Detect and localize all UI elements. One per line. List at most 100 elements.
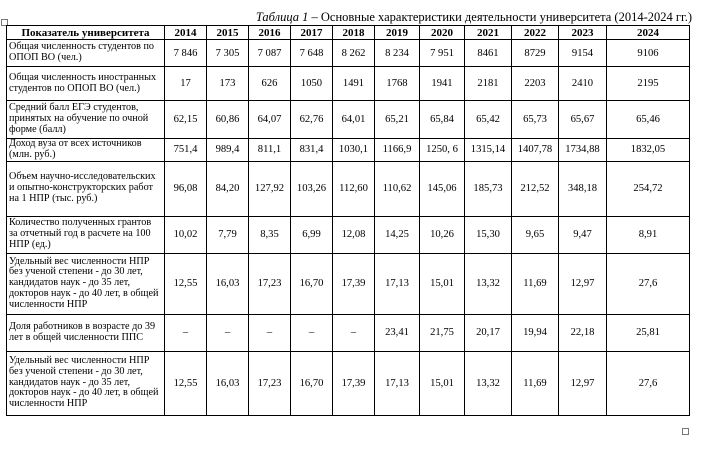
table-row: Доля работников в возрасте до 39 лет в о… [6, 313, 690, 352]
caption-number: Таблица 1 [255, 10, 309, 24]
caption-title: Основные характеристики деятельности уни… [320, 10, 692, 24]
value-cell-2017: 6,99 [290, 215, 333, 254]
value-cell-2019: 110,62 [374, 160, 420, 217]
year-header-2014: 2014 [164, 25, 207, 40]
value-cell-2014: 62,15 [164, 100, 207, 139]
table-caption: Таблица 1 – Основные характеристики деят… [232, 10, 692, 25]
indicator-label: Удельный вес численности НПР без ученой … [6, 350, 165, 416]
value-cell-2017: – [290, 313, 333, 352]
value-cell-2015: 16,03 [206, 252, 249, 315]
value-cell-2023: 1734,88 [558, 138, 607, 162]
table-row: Объем научно-исследовательских и опытно-… [6, 160, 690, 217]
value-cell-2022: 8729 [511, 39, 559, 67]
value-cell-2020: 21,75 [419, 313, 465, 352]
year-header-2023: 2023 [558, 25, 607, 40]
value-cell-2017: 62,76 [290, 100, 333, 139]
value-cell-2024: 25,81 [606, 313, 690, 352]
value-cell-2018: 64,01 [332, 100, 375, 139]
value-cell-2020: 1941 [419, 66, 465, 101]
value-cell-2017: 1050 [290, 66, 333, 101]
value-cell-2020: 65,84 [419, 100, 465, 139]
year-header-2016: 2016 [248, 25, 291, 40]
value-cell-2016: 17,23 [248, 350, 291, 416]
value-cell-2024: 9106 [606, 39, 690, 67]
value-cell-2020: 10,26 [419, 215, 465, 254]
value-cell-2022: 1407,78 [511, 138, 559, 162]
indicator-label: Общая численность иностранных студентов … [6, 66, 165, 101]
indicator-label: Объем научно-исследовательских и опытно-… [6, 160, 165, 217]
value-cell-2018: 1491 [332, 66, 375, 101]
value-cell-2024: 65,46 [606, 100, 690, 139]
value-cell-2021: 65,42 [464, 100, 512, 139]
header-row: Показатель университета 2014 2015 2016 2… [6, 25, 690, 40]
value-cell-2024: 1832,05 [606, 138, 690, 162]
value-cell-2015: 16,03 [206, 350, 249, 416]
value-cell-2023: 348,18 [558, 160, 607, 217]
indicator-label: Общая численность студентов по ОПОП ВО (… [6, 39, 165, 67]
value-cell-2021: 1315,14 [464, 138, 512, 162]
value-cell-2018: 17,39 [332, 252, 375, 315]
value-cell-2020: 145,06 [419, 160, 465, 217]
value-cell-2021: 15,30 [464, 215, 512, 254]
year-header-2020: 2020 [419, 25, 465, 40]
value-cell-2016: 127,92 [248, 160, 291, 217]
value-cell-2024: 254,72 [606, 160, 690, 217]
indicator-label: Удельный вес численности НПР без ученой … [6, 252, 165, 315]
value-cell-2015: 7 305 [206, 39, 249, 67]
table-move-handle[interactable] [1, 19, 8, 26]
value-cell-2022: 9,65 [511, 215, 559, 254]
table-row: Общая численность иностранных студентов … [6, 66, 690, 101]
value-cell-2016: 626 [248, 66, 291, 101]
value-cell-2021: 185,73 [464, 160, 512, 217]
value-cell-2021: 8461 [464, 39, 512, 67]
value-cell-2014: 17 [164, 66, 207, 101]
table-row: Количество полученных грантов за отчетны… [6, 215, 690, 254]
indicator-label: Количество полученных грантов за отчетны… [6, 215, 165, 254]
value-cell-2022: 11,69 [511, 252, 559, 315]
value-cell-2024: 27,6 [606, 252, 690, 315]
indicator-column-header: Показатель университета [6, 25, 165, 40]
value-cell-2019: 1166,9 [374, 138, 420, 162]
value-cell-2017: 16,70 [290, 252, 333, 315]
value-cell-2015: 173 [206, 66, 249, 101]
value-cell-2014: – [164, 313, 207, 352]
indicator-label: Доля работников в возрасте до 39 лет в о… [6, 313, 165, 352]
value-cell-2014: 7 846 [164, 39, 207, 67]
caption-dash: – [308, 10, 321, 24]
year-header-2019: 2019 [374, 25, 420, 40]
value-cell-2021: 20,17 [464, 313, 512, 352]
value-cell-2024: 27,6 [606, 350, 690, 416]
value-cell-2016: 7 087 [248, 39, 291, 67]
year-header-2022: 2022 [511, 25, 559, 40]
value-cell-2017: 831,4 [290, 138, 333, 162]
indicator-label: Средний балл ЕГЭ студентов, принятых на … [6, 100, 165, 139]
table-row: Удельный вес численности НПР без ученой … [6, 252, 690, 315]
year-header-2017: 2017 [290, 25, 333, 40]
value-cell-2016: 64,07 [248, 100, 291, 139]
value-cell-2014: 96,08 [164, 160, 207, 217]
value-cell-2017: 103,26 [290, 160, 333, 217]
value-cell-2021: 13,32 [464, 350, 512, 416]
indicator-label: Доход вуза от всех источников (млн. руб.… [6, 138, 165, 162]
value-cell-2019: 65,21 [374, 100, 420, 139]
table-row: Доход вуза от всех источников (млн. руб.… [6, 138, 690, 162]
value-cell-2023: 9154 [558, 39, 607, 67]
value-cell-2017: 7 648 [290, 39, 333, 67]
value-cell-2021: 13,32 [464, 252, 512, 315]
value-cell-2015: 7,79 [206, 215, 249, 254]
value-cell-2017: 16,70 [290, 350, 333, 416]
value-cell-2022: 11,69 [511, 350, 559, 416]
value-cell-2019: 1768 [374, 66, 420, 101]
year-header-2024: 2024 [606, 25, 690, 40]
value-cell-2019: 14,25 [374, 215, 420, 254]
table-row: Средний балл ЕГЭ студентов, принятых на … [6, 100, 690, 139]
value-cell-2016: 811,1 [248, 138, 291, 162]
value-cell-2023: 12,97 [558, 252, 607, 315]
table-resize-handle[interactable] [682, 428, 689, 435]
value-cell-2022: 212,52 [511, 160, 559, 217]
value-cell-2023: 22,18 [558, 313, 607, 352]
table-body: Общая численность студентов по ОПОП ВО (… [6, 39, 690, 416]
year-header-2021: 2021 [464, 25, 512, 40]
value-cell-2023: 9,47 [558, 215, 607, 254]
value-cell-2019: 17,13 [374, 350, 420, 416]
